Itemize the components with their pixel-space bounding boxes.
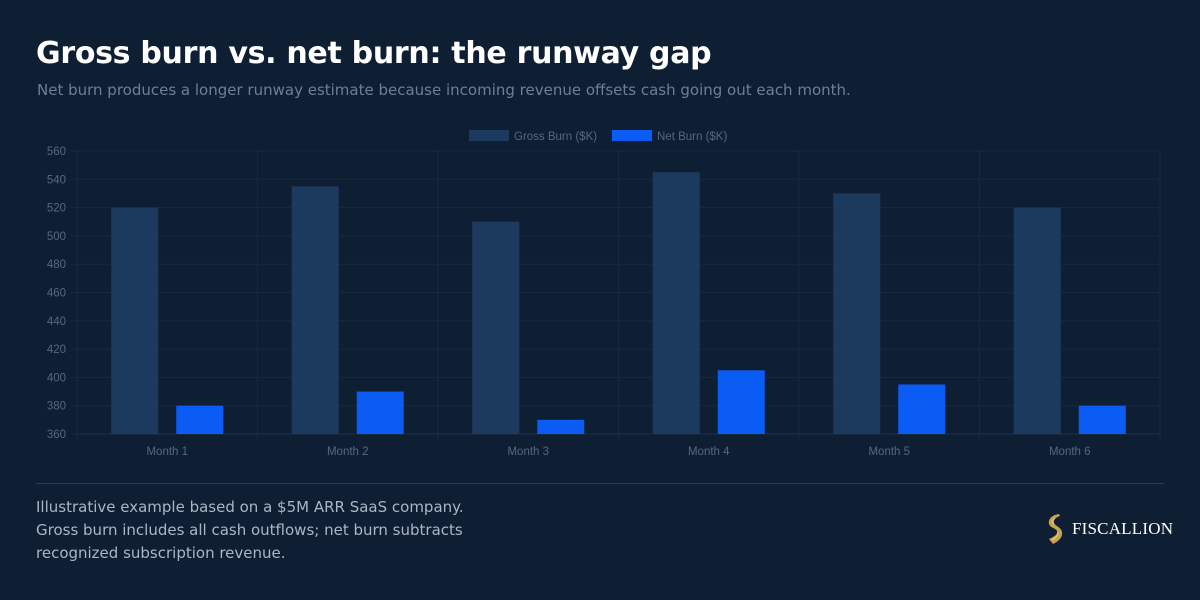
bar-gross-burn: [652, 172, 700, 434]
chart-title: Gross burn vs. net burn: the runway gap: [36, 36, 712, 71]
bar-net-burn: [176, 405, 224, 434]
y-tick-label: 460: [47, 288, 66, 300]
y-tick-label: 440: [47, 316, 66, 328]
lion-emblem-icon: [1048, 514, 1063, 544]
x-tick-label: Month 1: [146, 446, 188, 458]
bar-net-burn: [717, 370, 765, 434]
legend-label-gross-burn: Gross Burn ($K): [514, 131, 597, 143]
footer-divider: [36, 483, 1164, 484]
y-tick-label: 500: [47, 231, 66, 243]
x-tick-label: Month 4: [688, 446, 730, 458]
x-tick-label: Month 5: [868, 446, 910, 458]
y-tick-label: 400: [47, 372, 66, 384]
bar-net-burn: [356, 391, 404, 434]
bar-chart: 360 380 400 420 440 460 480 500 520 540 560 Month 1…: [47, 130, 1161, 458]
y-tick-label: 480: [47, 259, 66, 271]
brand-logo: FISCALLION: [1044, 512, 1173, 546]
y-tick-label: 540: [47, 174, 66, 186]
x-tick-label: Month 3: [507, 446, 549, 458]
legend-label-net-burn: Net Burn ($K): [657, 131, 727, 143]
footnote: Illustrative example based on a $5M ARR …: [36, 498, 464, 562]
y-tick-label: 560: [47, 146, 66, 158]
bar-gross-burn: [291, 186, 339, 434]
bar-gross-burn: [111, 207, 159, 434]
y-tick-label: 360: [47, 429, 66, 441]
bar-net-burn: [898, 384, 946, 434]
y-tick-label: 380: [47, 401, 66, 413]
legend-swatch-gross-burn: [469, 130, 509, 141]
x-tick-label: Month 6: [1049, 446, 1091, 458]
chart-subtitle: Net burn produces a longer runway estima…: [37, 81, 851, 99]
brand-name: FISCALLION: [1072, 519, 1174, 538]
x-tick-label: Month 2: [327, 446, 369, 458]
y-tick-label: 420: [47, 344, 66, 356]
bar-gross-burn: [472, 221, 520, 434]
legend-swatch-net-burn: [612, 130, 652, 141]
y-tick-label: 520: [47, 203, 66, 215]
bar-gross-burn: [833, 193, 881, 434]
bar-net-burn: [537, 419, 585, 434]
bar-gross-burn: [1013, 207, 1061, 434]
bar-net-burn: [1078, 405, 1126, 434]
